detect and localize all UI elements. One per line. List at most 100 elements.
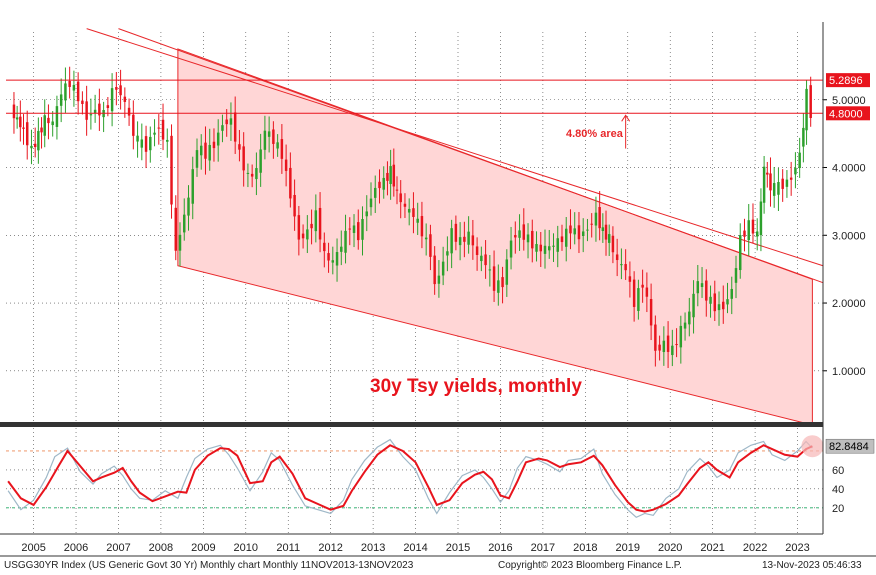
candle-body <box>15 117 19 120</box>
candle-body <box>208 144 211 161</box>
candle-body <box>115 87 118 90</box>
candle-body <box>692 293 695 318</box>
candle-body <box>93 109 97 114</box>
candle-body <box>590 223 593 225</box>
candle-body <box>556 238 559 252</box>
candle-body <box>628 276 632 282</box>
candle-body <box>798 152 801 169</box>
candle-body <box>429 234 432 257</box>
candle-body <box>81 100 84 104</box>
candle-body <box>276 142 279 149</box>
osc-signal-line <box>7 438 813 518</box>
candle-body <box>340 246 343 252</box>
panel-separator <box>0 422 823 427</box>
annotation-arrowhead <box>621 114 631 122</box>
candle-body <box>348 228 352 230</box>
candle-body <box>314 210 318 232</box>
channel-fill <box>177 48 813 426</box>
candle-body <box>386 172 389 181</box>
candle-body <box>55 106 59 127</box>
candle-body <box>310 223 313 229</box>
candle-body <box>611 235 615 253</box>
candle-body <box>539 244 543 252</box>
candle-body <box>187 197 190 216</box>
candle-body <box>123 96 127 102</box>
candle-body <box>569 225 572 234</box>
candle-body <box>734 268 738 283</box>
candle-body <box>153 132 156 135</box>
candle-body <box>488 269 492 271</box>
candle-body <box>601 227 605 232</box>
price-badge <box>826 73 870 88</box>
candle-body <box>327 253 330 261</box>
candle-body <box>441 261 445 276</box>
candle-body <box>675 344 678 346</box>
candle-body <box>509 240 513 258</box>
candle-body <box>641 284 644 288</box>
candle-body <box>747 220 750 241</box>
price-levels: 5.2896 4.8000 <box>6 73 870 149</box>
candle-body <box>238 144 241 150</box>
candle-body <box>683 322 687 329</box>
candle-body <box>463 236 466 242</box>
candle-body <box>399 193 402 203</box>
candle-body <box>809 85 812 119</box>
candle-body <box>221 125 224 131</box>
candle-body <box>420 216 424 237</box>
price-badge <box>826 106 870 121</box>
candle-body <box>543 245 547 254</box>
candle-body <box>671 345 674 356</box>
candle-body <box>225 119 228 125</box>
y-tick-label: 5.0000 <box>832 95 866 107</box>
candle-body <box>272 129 275 144</box>
candle-body <box>759 201 763 236</box>
annotation-label: 4.80% area <box>566 128 624 140</box>
candle-body <box>318 207 322 240</box>
x-tick-label: 2021 <box>700 542 724 554</box>
candle-body <box>535 244 538 252</box>
footer-left: USGG30YR Index (US Generic Govt 30 Yr) M… <box>4 560 414 571</box>
candle-body <box>696 281 700 294</box>
x-tick-label: 2014 <box>403 542 427 554</box>
candle-body <box>777 181 780 195</box>
candle-body <box>662 340 666 353</box>
candle-body <box>709 296 712 304</box>
candle-body <box>649 298 653 326</box>
candle-body <box>19 116 22 128</box>
candle-body <box>416 218 419 223</box>
candle-body <box>658 344 661 351</box>
candle-body <box>132 114 135 136</box>
osc-badge <box>825 438 875 454</box>
candle-body <box>47 117 50 124</box>
candle-body <box>458 237 462 246</box>
candle-body <box>297 215 301 240</box>
candle-body <box>403 203 407 207</box>
candle-body <box>331 260 335 263</box>
candle-body <box>700 283 704 288</box>
candle-body <box>705 280 708 301</box>
candle-body <box>755 231 759 237</box>
oscillator-panel: 20 40 60 82.8484 <box>0 422 875 535</box>
osc-tick-label: 20 <box>832 503 844 515</box>
candle-body <box>183 214 186 233</box>
candle-body <box>263 130 267 150</box>
candle-body <box>497 280 500 293</box>
y-tick-label: 1.0000 <box>832 366 866 378</box>
candle-body <box>43 115 46 136</box>
candle-body <box>471 235 475 246</box>
candle-body <box>365 211 368 217</box>
candle-body <box>607 234 611 243</box>
candle-body <box>157 127 161 129</box>
price-badge-label: 5.2896 <box>829 75 863 87</box>
candle-body <box>789 177 793 180</box>
osc-tick-label: 40 <box>832 484 844 496</box>
candle-body <box>144 136 148 152</box>
candle-body <box>392 164 396 187</box>
candle-body <box>369 198 373 208</box>
candle-body <box>204 142 207 159</box>
candle-body <box>679 325 683 348</box>
candle-body <box>573 228 576 235</box>
candle-body <box>531 230 534 249</box>
candle-body <box>33 143 37 148</box>
x-tick-label: 2022 <box>743 542 767 554</box>
